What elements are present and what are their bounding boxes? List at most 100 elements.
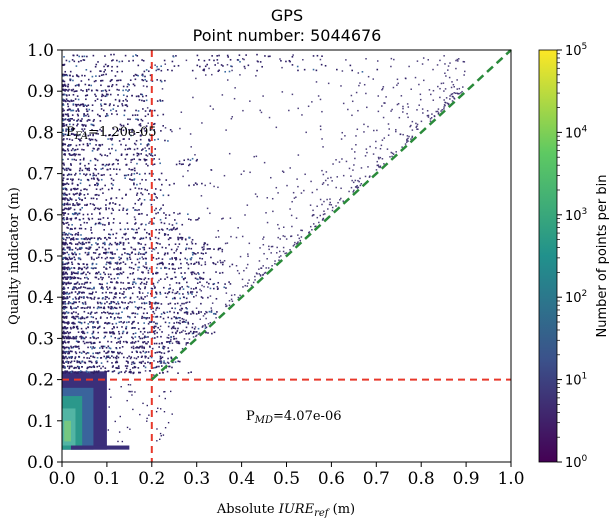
density-point xyxy=(352,181,355,184)
density-point xyxy=(110,243,113,246)
density-point xyxy=(139,158,142,161)
density-point xyxy=(180,331,183,333)
density-point xyxy=(95,271,98,274)
density-point xyxy=(116,79,118,82)
density-point xyxy=(458,58,460,60)
density-point xyxy=(92,326,94,329)
density-point xyxy=(162,194,165,197)
density-point xyxy=(63,73,66,76)
density-point xyxy=(130,134,132,137)
density-point xyxy=(138,99,141,101)
density-point xyxy=(125,153,128,156)
density-point xyxy=(140,278,143,280)
density-point xyxy=(67,266,70,269)
density-point xyxy=(68,246,70,249)
density-point xyxy=(144,75,146,78)
y-tick-label: 0.2 xyxy=(27,371,54,391)
density-point xyxy=(126,148,129,150)
density-point xyxy=(188,247,190,250)
density-point xyxy=(124,158,127,160)
density-point xyxy=(107,188,110,191)
density-point xyxy=(134,209,136,211)
density-point xyxy=(86,287,89,290)
density-point xyxy=(116,326,119,329)
density-point xyxy=(135,109,137,112)
density-point xyxy=(175,340,178,343)
density-point xyxy=(209,105,212,107)
density-point xyxy=(68,118,71,120)
density-point xyxy=(210,309,213,312)
density-point xyxy=(271,265,273,267)
density-point xyxy=(171,257,173,259)
density-point xyxy=(77,184,79,187)
density-point xyxy=(66,346,68,349)
density-point xyxy=(375,147,377,149)
density-point xyxy=(67,224,70,226)
density-point xyxy=(97,337,99,339)
density-point xyxy=(174,292,176,295)
density-point xyxy=(67,105,70,108)
density-point xyxy=(79,163,81,165)
density-point xyxy=(381,158,384,160)
density-point xyxy=(207,296,209,299)
density-point xyxy=(111,113,113,115)
density-point xyxy=(396,84,398,86)
density-point xyxy=(70,267,73,269)
density-point xyxy=(190,218,192,221)
density-point xyxy=(91,291,94,294)
density-point xyxy=(110,332,112,334)
density-point xyxy=(70,357,73,359)
density-point xyxy=(97,302,99,305)
density-point xyxy=(67,276,70,279)
density-point xyxy=(67,227,69,229)
density-point xyxy=(86,213,89,216)
density-point xyxy=(90,320,93,323)
density-point xyxy=(402,111,404,113)
density-point xyxy=(158,360,161,363)
density-point xyxy=(115,303,118,305)
density-point xyxy=(69,163,72,165)
density-point xyxy=(62,305,65,308)
density-point xyxy=(126,222,129,224)
density-point xyxy=(113,168,115,170)
density-point xyxy=(75,105,78,107)
density-point xyxy=(66,268,69,271)
density-point xyxy=(81,124,84,126)
density-point xyxy=(68,173,71,176)
density-point xyxy=(132,55,134,58)
density-point xyxy=(114,241,117,244)
density-point xyxy=(99,144,102,147)
density-point xyxy=(88,360,90,363)
density-point xyxy=(62,341,64,343)
density-point xyxy=(112,128,115,130)
density-point xyxy=(70,173,73,176)
density-point xyxy=(444,88,447,90)
density-point xyxy=(81,360,83,363)
density-point xyxy=(144,147,146,149)
density-point xyxy=(158,178,160,181)
density-point xyxy=(73,337,76,340)
density-point xyxy=(142,360,144,363)
density-point xyxy=(130,174,133,176)
density-point xyxy=(161,246,164,249)
density-point xyxy=(164,139,166,142)
density-point xyxy=(94,326,96,329)
density-point xyxy=(89,202,92,205)
density-point xyxy=(115,346,117,349)
density-point xyxy=(85,327,88,330)
density-point xyxy=(203,69,205,72)
density-point xyxy=(145,125,148,127)
density-point xyxy=(161,342,163,345)
density-point xyxy=(68,108,71,110)
density-point xyxy=(216,55,218,57)
density-point xyxy=(79,198,81,201)
density-point xyxy=(66,133,69,136)
density-point xyxy=(132,372,135,375)
density-point xyxy=(288,59,291,62)
density-point xyxy=(451,81,453,83)
density-point xyxy=(195,261,198,264)
density-point xyxy=(219,247,222,250)
density-point xyxy=(456,88,459,90)
density-point xyxy=(430,93,432,96)
